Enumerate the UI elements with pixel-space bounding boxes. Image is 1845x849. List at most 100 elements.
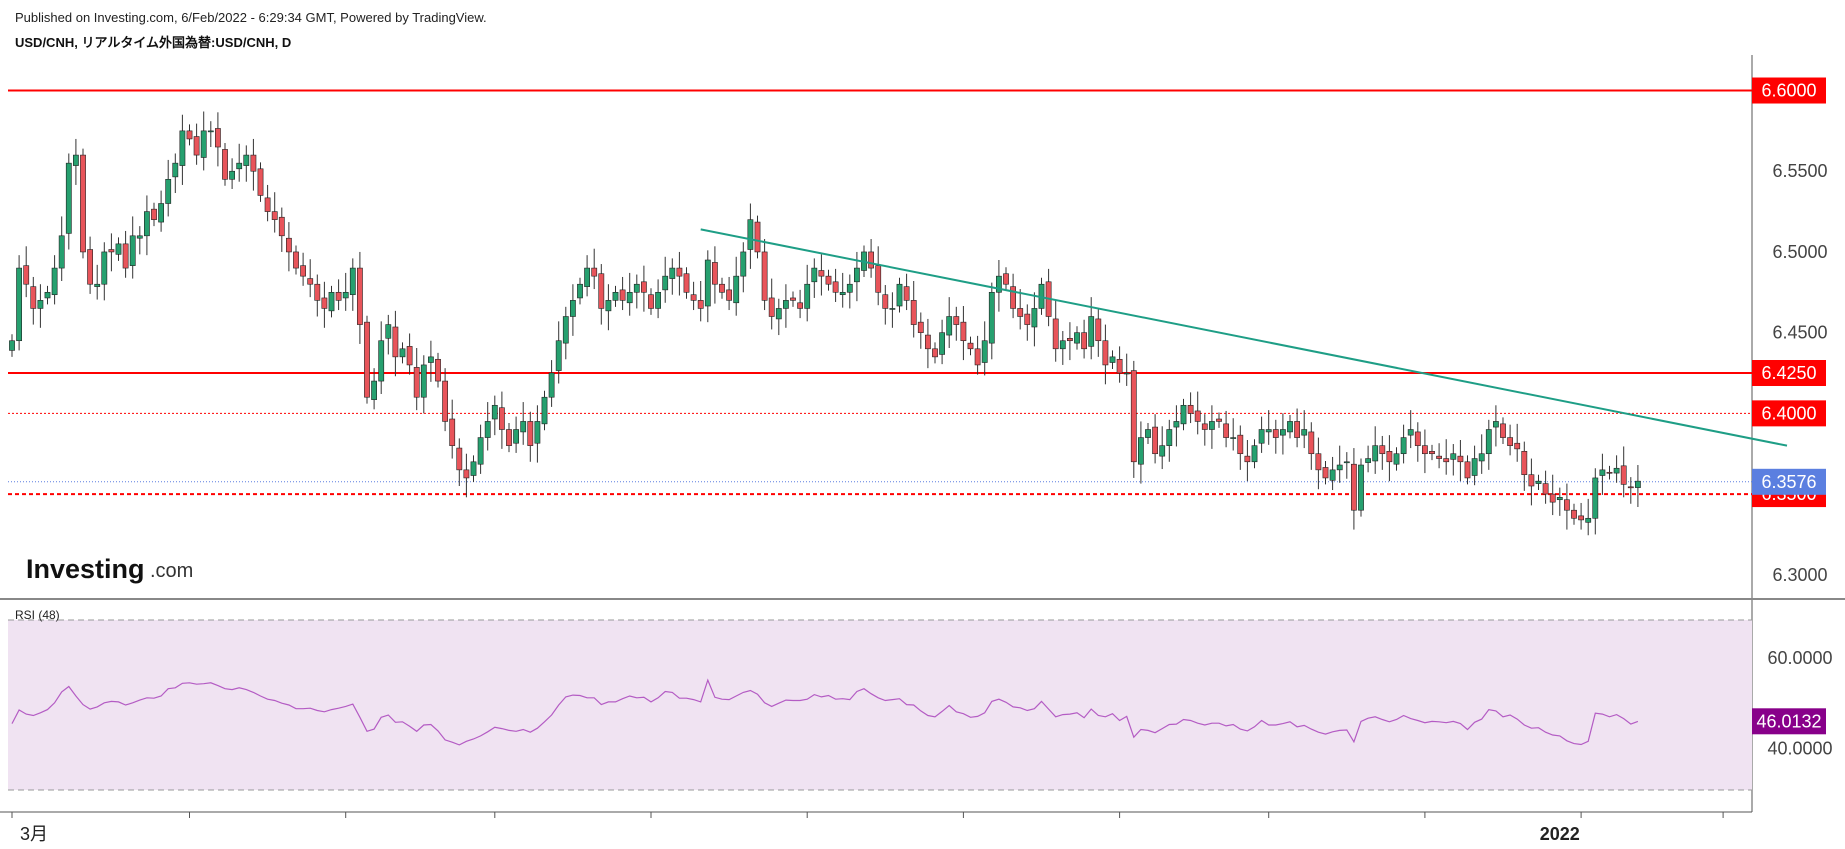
candle [1308,422,1315,470]
price-tick-label: 6.4500 [1772,323,1827,343]
candle [442,368,448,432]
candle [356,251,363,344]
candle [1386,435,1393,482]
candle [1166,419,1173,462]
candle [257,162,264,202]
candle-body [1138,437,1144,465]
candle-body [619,289,626,301]
candle [1585,498,1592,536]
candle-body [207,130,214,133]
candle-body [136,235,143,239]
candle-body [924,334,931,350]
candle-body [491,404,498,420]
candle-body [1081,332,1087,350]
candle [1152,414,1158,464]
candle [1095,309,1102,357]
rsi-label: RSI (48) [15,608,60,622]
candle-body [413,367,420,398]
candle-body [832,281,839,293]
candle [1237,425,1244,470]
candle [463,453,470,498]
candle [562,306,569,360]
candle-body [1414,431,1421,446]
candle [1450,444,1457,476]
candle-body [1180,404,1187,425]
candle [1003,267,1009,291]
candle-body [215,128,221,148]
candle-body [520,421,527,433]
candle [491,395,498,436]
candle [1336,445,1343,483]
candle-body [1010,286,1016,309]
candle-body [1123,372,1130,375]
candle-body [151,208,157,220]
candle [768,278,775,330]
candle [804,264,811,322]
candle-body [655,291,661,309]
candle-body [1272,429,1279,438]
candle [144,195,150,256]
candle [875,246,882,306]
candle [165,159,172,217]
candle [1429,444,1435,461]
candle-body [51,267,58,296]
candle [818,254,825,296]
candle [1116,346,1123,383]
candle-body [498,407,505,430]
candle [1159,426,1166,470]
candle-body [470,461,477,476]
candle-body [910,300,917,325]
candle [896,277,903,313]
candle [569,284,576,336]
candle-body [144,211,150,237]
candle [1322,460,1329,485]
candle [1351,448,1357,530]
candle [335,279,342,311]
candle-body [726,289,732,301]
candle [1436,443,1442,469]
candle-body [584,267,590,287]
candle [1365,445,1371,473]
candle-body [1074,332,1080,344]
candle-body [30,286,37,309]
candle-body [719,283,725,293]
candle [207,121,214,148]
candle [1251,439,1258,469]
candle-body [839,291,846,296]
candle [1627,477,1634,504]
candle [1280,413,1286,455]
candle [733,256,740,316]
candle [669,258,676,295]
candle [151,202,157,227]
candle-body [704,259,711,307]
candle-body [1223,423,1229,438]
candle-body [300,265,306,277]
candle [16,255,22,351]
candle-body [1571,509,1577,519]
candle [825,269,832,291]
candle-body [541,396,548,425]
candle-body [1329,469,1336,481]
candle-body [1024,313,1031,325]
candle [1173,405,1180,447]
candle-body [1493,421,1499,428]
candle [1407,410,1414,449]
candle [23,246,30,298]
candle [1478,434,1485,474]
candle [1507,424,1513,456]
candle [924,318,931,369]
candle [1223,410,1229,448]
candle-body [995,275,1002,293]
candle [1400,424,1407,464]
candle-body [427,356,434,363]
candle [506,423,512,453]
rsi-value-tag-text: 46.0132 [1756,711,1821,731]
candle [1301,410,1308,449]
candle-body [1052,318,1059,350]
candle [222,142,228,186]
level-tag-box [1752,77,1826,104]
candle [988,282,995,360]
candle [1485,419,1492,470]
candle [470,455,477,482]
candle-body [1287,421,1293,433]
